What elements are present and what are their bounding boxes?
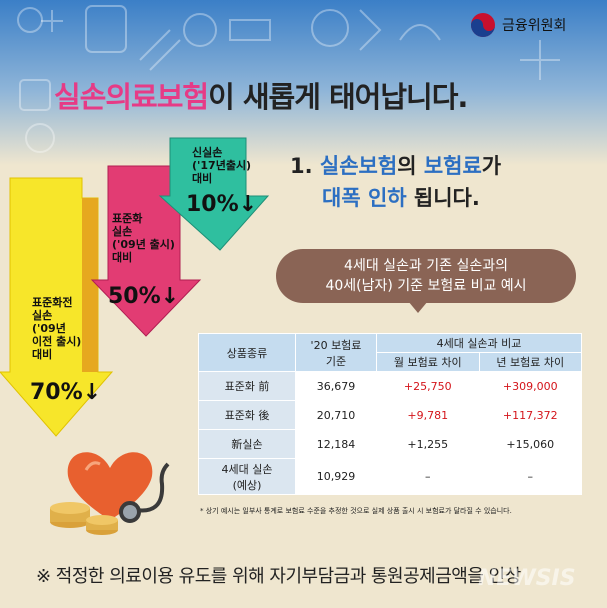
arrow-10-line: 대비 [192, 172, 213, 185]
arrow-70-percent: 70%↓ [30, 380, 101, 405]
product-name: 표준화 後 [198, 400, 296, 430]
header-monthly-diff: 월 보험료 차이 [376, 352, 480, 372]
subtitle-line1: 1. 실손보험의 보험료가 [290, 150, 501, 182]
subtitle-keyword-2: 보험료 [423, 154, 482, 178]
arrow-50-percent: 50%↓ [108, 284, 179, 309]
arrow-70-value: 70% [30, 380, 83, 405]
yearly-diff-value: +309,000 [478, 371, 582, 401]
premium-value: 12,184 [295, 429, 377, 459]
arrow-10-line: 신실손 [192, 146, 223, 159]
subtitle-text-2: 가 [481, 154, 502, 178]
header-yearly-diff: 년 보험료 차이 [478, 352, 582, 372]
product-name: 4세대 실손 (예상) [198, 458, 296, 495]
header-comparison-group: 4세대 실손과 비교 [376, 333, 582, 353]
table-row: 표준화 前 36,679 +25,750 +309,000 [198, 371, 582, 401]
arrow-10-value: 10% [186, 192, 239, 217]
arrow-10-percent: 10%↓ [186, 192, 257, 217]
table-row: 新실손 12,184 +1,255 +15,060 [198, 429, 582, 459]
arrow-50-line: ('09년 출시) [112, 238, 175, 251]
bubble-tail [408, 301, 428, 313]
arrow-10-line: ('17년출시) [192, 159, 252, 172]
bottom-note: ※ 적정한 의료이용 유도를 위해 자기부담금과 통원공제금액을 인상 [36, 566, 521, 587]
arrow-70-line: ('09년 [32, 322, 66, 335]
arrow-70-line: 표준화전 [32, 296, 73, 309]
monthly-diff-value: +9,781 [376, 400, 480, 430]
arrow-50-line: 실손 [112, 225, 133, 238]
bubble-line: 40세(남자) 기준 보험료 비교 예시 [325, 278, 527, 294]
arrow-70-line: 이전 출시) [32, 335, 82, 348]
brand-logo: 금융위원회 [470, 12, 566, 38]
monthly-diff-value: – [376, 458, 480, 495]
arrow-10-shape [158, 137, 270, 251]
product-name: 표준화 前 [198, 371, 296, 401]
product-name-line: 4세대 실손 [221, 462, 273, 476]
down-arrow-icon: ↓ [82, 380, 102, 405]
monthly-diff-value: +25,750 [376, 371, 480, 401]
header-premium-line: 기준 [325, 354, 347, 368]
main-title: 실손의료보험이 새롭게 태어납니다. [54, 74, 468, 116]
arrow-50-line: 표준화 [112, 212, 143, 225]
yearly-diff-value: +117,372 [478, 400, 582, 430]
arrow-50-value: 50% [108, 284, 161, 309]
arrow-50-label: 표준화 실손 ('09년 출시) 대비 [112, 212, 175, 264]
subtitle: 1. 실손보험의 보험료가 대폭 인하 됩니다. [290, 150, 501, 214]
subtitle-keyword-3: 대폭 인하 [322, 186, 407, 210]
stethoscope-icon [119, 462, 170, 523]
monthly-diff-value: +1,255 [376, 429, 480, 459]
subtitle-line2: 대폭 인하 됩니다. [290, 182, 501, 214]
down-arrow-icon: ↓ [160, 284, 180, 309]
arrow-70-side [82, 198, 98, 372]
table-footnote: * 상기 예시는 일부사 통계로 보험료 수준을 추정한 것으로 실제 상품 출… [200, 507, 512, 515]
subtitle-text-3: 됩니다. [413, 186, 480, 210]
down-arrow-icon: ↓ [238, 192, 258, 217]
product-name: 新실손 [198, 429, 296, 459]
arrow-70-label: 표준화전 실손 ('09년 이전 출시) 대비 [32, 296, 81, 361]
title-rest: 이 새롭게 태어납니다. [208, 80, 468, 114]
newsis-watermark: NEWSIS [478, 566, 576, 591]
premium-value: 36,679 [295, 371, 377, 401]
yearly-diff-value: +15,060 [478, 429, 582, 459]
product-name-line: (예상) [232, 478, 262, 492]
header-product-type: 상품종류 [198, 333, 296, 372]
taegeuk-logo-icon [471, 13, 495, 37]
bubble-line: 4세대 실손과 기존 실손과의 [344, 258, 508, 274]
title-highlight: 실손의료보험 [54, 80, 209, 114]
header-premium-line: '20 보험료 [310, 338, 362, 352]
brand-name: 금융위원회 [502, 18, 567, 34]
header-premium: '20 보험료 기준 [295, 333, 377, 372]
subtitle-number: 1. [290, 154, 313, 178]
arrow-10-label: 신실손 ('17년출시) 대비 [192, 146, 251, 185]
table-row: 표준화 後 20,710 +9,781 +117,372 [198, 400, 582, 430]
table-row: 4세대 실손 (예상) 10,929 – – [198, 458, 582, 495]
premium-value: 10,929 [295, 458, 377, 495]
yearly-diff-value: – [478, 458, 582, 495]
coins-icon [50, 502, 118, 535]
arrow-50-line: 대비 [112, 251, 133, 264]
arrow-70-line: 실손 [32, 309, 53, 322]
premium-comparison-table: 상품종류 '20 보험료 기준 4세대 실손과 비교 월 보험료 차이 년 보험… [198, 333, 582, 495]
premium-value: 20,710 [295, 400, 377, 430]
subtitle-text-1: 의 [397, 154, 417, 178]
subtitle-keyword-1: 실손보험 [319, 154, 398, 178]
heart-stethoscope-coins-illustration [50, 452, 170, 535]
header-medical-icons-band [0, 0, 607, 165]
comparison-caption-bubble: 4세대 실손과 기존 실손과의 40세(남자) 기준 보험료 비교 예시 [276, 249, 576, 303]
arrow-70-line: 대비 [32, 348, 53, 361]
